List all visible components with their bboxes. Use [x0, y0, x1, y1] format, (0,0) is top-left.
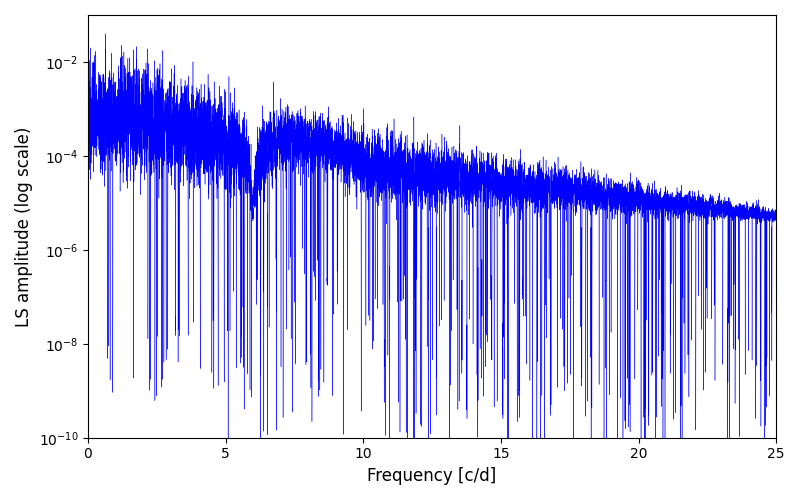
- X-axis label: Frequency [c/d]: Frequency [c/d]: [367, 467, 497, 485]
- Y-axis label: LS amplitude (log scale): LS amplitude (log scale): [15, 126, 33, 326]
